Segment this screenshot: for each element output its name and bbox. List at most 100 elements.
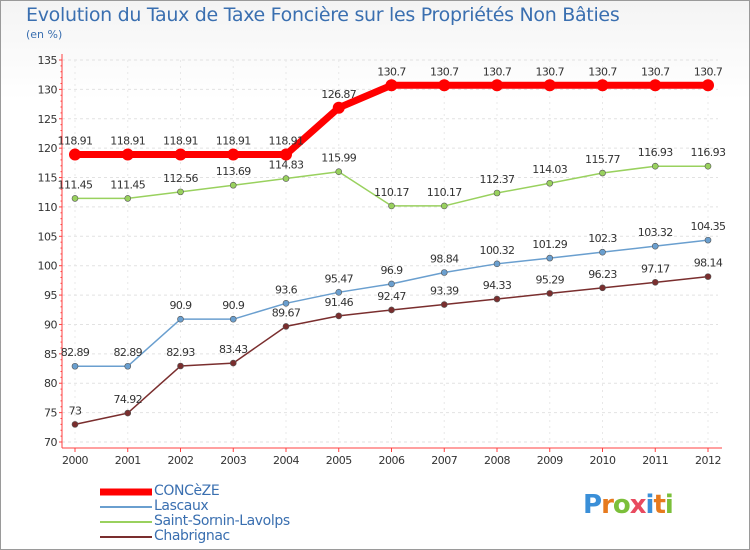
logo-letter: t: [653, 490, 665, 520]
data-point: [543, 79, 556, 92]
data-point: [71, 195, 79, 202]
data-label: 82.89: [61, 346, 90, 359]
data-label: 130.7: [694, 65, 723, 78]
data-label: 91.46: [325, 296, 354, 309]
data-point: [440, 202, 448, 210]
data-label: 110.17: [427, 186, 462, 199]
data-label: 101.29: [532, 238, 567, 251]
data-label: 112.37: [480, 173, 515, 186]
data-point: [702, 79, 714, 92]
data-label: 73: [69, 404, 82, 417]
unit-label: (en %): [26, 28, 63, 41]
data-label: 118.91: [110, 135, 145, 148]
data-label: 74.92: [114, 393, 143, 406]
data-label: 118.91: [163, 135, 198, 148]
y-tick-label: 80: [44, 377, 57, 390]
x-tick-label: 2002: [168, 454, 194, 467]
data-point: [335, 168, 343, 176]
data-label: 130.7: [641, 65, 670, 78]
data-point: [493, 189, 501, 197]
data-label: 118.91: [216, 135, 251, 148]
legend-label: Lascaux: [154, 498, 209, 514]
data-label: 90.9: [222, 299, 245, 312]
data-point: [438, 79, 451, 92]
x-tick-label: 2010: [590, 454, 616, 467]
chart-title: Evolution du Taux de Taxe Foncière sur l…: [26, 4, 620, 26]
y-tick-label: 115: [38, 172, 58, 185]
x-tick-label: 2011: [642, 454, 668, 467]
data-label: 94.33: [483, 279, 512, 292]
data-point: [124, 409, 132, 417]
data-label: 102.3: [588, 232, 617, 245]
data-label: 98.14: [694, 257, 723, 270]
data-point: [229, 315, 237, 323]
data-label: 130.7: [377, 65, 406, 78]
data-point: [229, 359, 237, 367]
data-label: 100.32: [480, 244, 515, 257]
data-point: [599, 284, 606, 292]
x-tick-label: 2001: [115, 454, 141, 467]
data-point: [385, 79, 398, 92]
data-label: 92.47: [377, 290, 406, 303]
data-label: 111.45: [110, 178, 145, 191]
data-label: 110.17: [374, 186, 409, 199]
data-point: [599, 248, 606, 256]
y-tick-label: 95: [44, 289, 57, 302]
y-tick-label: 75: [44, 407, 57, 420]
data-point: [651, 242, 659, 250]
logo-letter: o: [612, 490, 631, 520]
y-tick-label: 90: [44, 318, 57, 331]
legend-label: CONCèZE: [154, 483, 220, 499]
data-label: 118.91: [269, 135, 304, 148]
data-point: [599, 169, 606, 177]
y-tick-label: 100: [38, 260, 58, 273]
data-point: [388, 306, 395, 314]
data-point: [332, 101, 345, 114]
data-point: [280, 148, 292, 161]
x-tick-label: 2000: [62, 454, 88, 467]
y-tick-label: 130: [38, 83, 58, 96]
x-tick-label: 2003: [220, 454, 246, 467]
x-tick-label: 2012: [695, 454, 721, 467]
data-label: 130.7: [483, 65, 512, 78]
data-point: [388, 280, 395, 288]
data-label: 116.93: [638, 146, 673, 159]
data-point: [177, 362, 184, 370]
data-point: [704, 236, 712, 244]
data-label: 115.77: [585, 153, 620, 166]
y-tick-label: 85: [44, 348, 57, 361]
data-point: [335, 312, 343, 320]
legend-label: Chabrignac: [154, 528, 230, 544]
data-point: [651, 162, 659, 170]
data-label: 114.03: [532, 163, 567, 176]
data-label: 115.99: [321, 152, 356, 165]
data-label: 126.87: [321, 88, 356, 101]
data-label: 82.89: [114, 346, 143, 359]
proxiti-logo: Proxiti: [583, 490, 674, 520]
data-label: 83.43: [219, 343, 248, 356]
data-label: 97.17: [641, 262, 670, 275]
x-tick-label: 2007: [431, 454, 457, 467]
data-label: 82.93: [166, 346, 195, 359]
data-label: 95.29: [536, 273, 565, 286]
data-point: [493, 260, 501, 268]
data-label: 89.67: [272, 306, 301, 319]
data-point: [69, 148, 81, 161]
logo-letter: x: [629, 490, 647, 520]
data-point: [546, 290, 554, 297]
data-label: 114.83: [269, 159, 304, 172]
x-tick-label: 2008: [484, 454, 510, 467]
data-label: 118.91: [58, 135, 93, 148]
y-tick-label: 110: [38, 201, 58, 214]
data-point: [282, 300, 290, 307]
y-tick-label: 105: [38, 230, 58, 243]
y-tick-label: 120: [38, 142, 58, 155]
logo-letter: i: [645, 490, 655, 520]
data-label: 130.7: [588, 65, 617, 78]
data-point: [282, 175, 290, 182]
data-point: [177, 188, 184, 196]
y-tick-label: 135: [38, 54, 58, 67]
data-point: [546, 254, 554, 262]
data-point: [649, 79, 662, 92]
data-label: 111.45: [58, 178, 93, 191]
